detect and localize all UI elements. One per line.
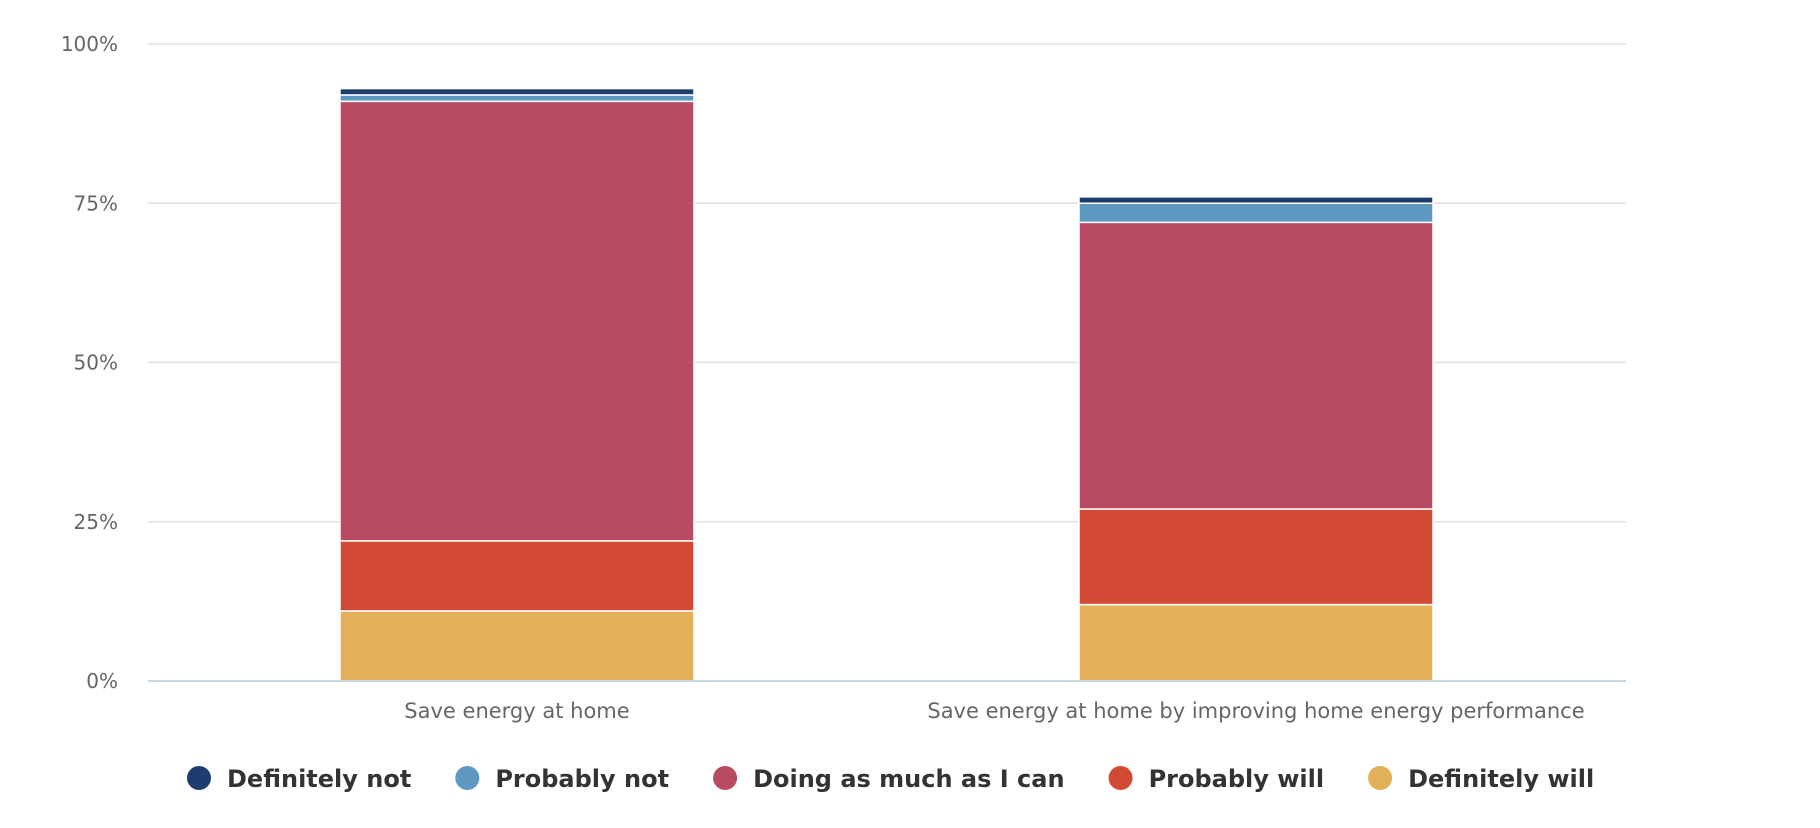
- legend-marker: [1368, 766, 1393, 790]
- y-tick-label: 100%: [61, 32, 118, 56]
- bar-segment[interactable]: [339, 540, 695, 612]
- bar-segment[interactable]: [339, 94, 695, 103]
- y-tick-label: 0%: [86, 669, 118, 693]
- bar-segment[interactable]: [1078, 508, 1434, 606]
- legend-label: Probably not: [495, 765, 669, 793]
- axis-layer: 0% 25% 50% 75% 100% Save energy at home Save e…: [61, 32, 1626, 723]
- bars-layer: [339, 87, 1434, 682]
- legend-marker: [1108, 766, 1133, 790]
- bar-segment[interactable]: [339, 100, 695, 542]
- bar-segment[interactable]: [1078, 221, 1434, 510]
- bar-segment[interactable]: [1078, 202, 1434, 224]
- y-tick-label: 75%: [74, 191, 118, 215]
- bar-segment[interactable]: [1078, 196, 1434, 205]
- legend-item[interactable]: Probably not: [455, 765, 669, 793]
- legend-item[interactable]: Doing as much as I can: [713, 765, 1065, 793]
- legend-marker: [187, 766, 211, 790]
- legend-item[interactable]: Definitely will: [1368, 765, 1594, 793]
- legend-label: Definitely not: [227, 765, 411, 793]
- legend-marker: [455, 766, 480, 790]
- legend-item[interactable]: Definitely not: [187, 765, 411, 793]
- legend-label: Doing as much as I can: [753, 765, 1064, 793]
- y-tick-label: 25%: [74, 510, 118, 534]
- bar-segment[interactable]: [1078, 603, 1434, 682]
- legend: Definitely not Probably not Doing as much …: [187, 765, 1594, 793]
- legend-label: Probably will: [1149, 765, 1325, 793]
- bar-segment[interactable]: [339, 610, 695, 682]
- x-category-label: Save energy at home by improving home en…: [927, 699, 1584, 723]
- x-category-label: Save energy at home: [404, 699, 629, 723]
- legend-marker: [713, 766, 738, 790]
- legend-item[interactable]: Probably will: [1108, 765, 1325, 793]
- legend-label: Definitely will: [1408, 765, 1594, 793]
- y-tick-label: 50%: [74, 351, 118, 375]
- bar-segment[interactable]: [339, 87, 695, 96]
